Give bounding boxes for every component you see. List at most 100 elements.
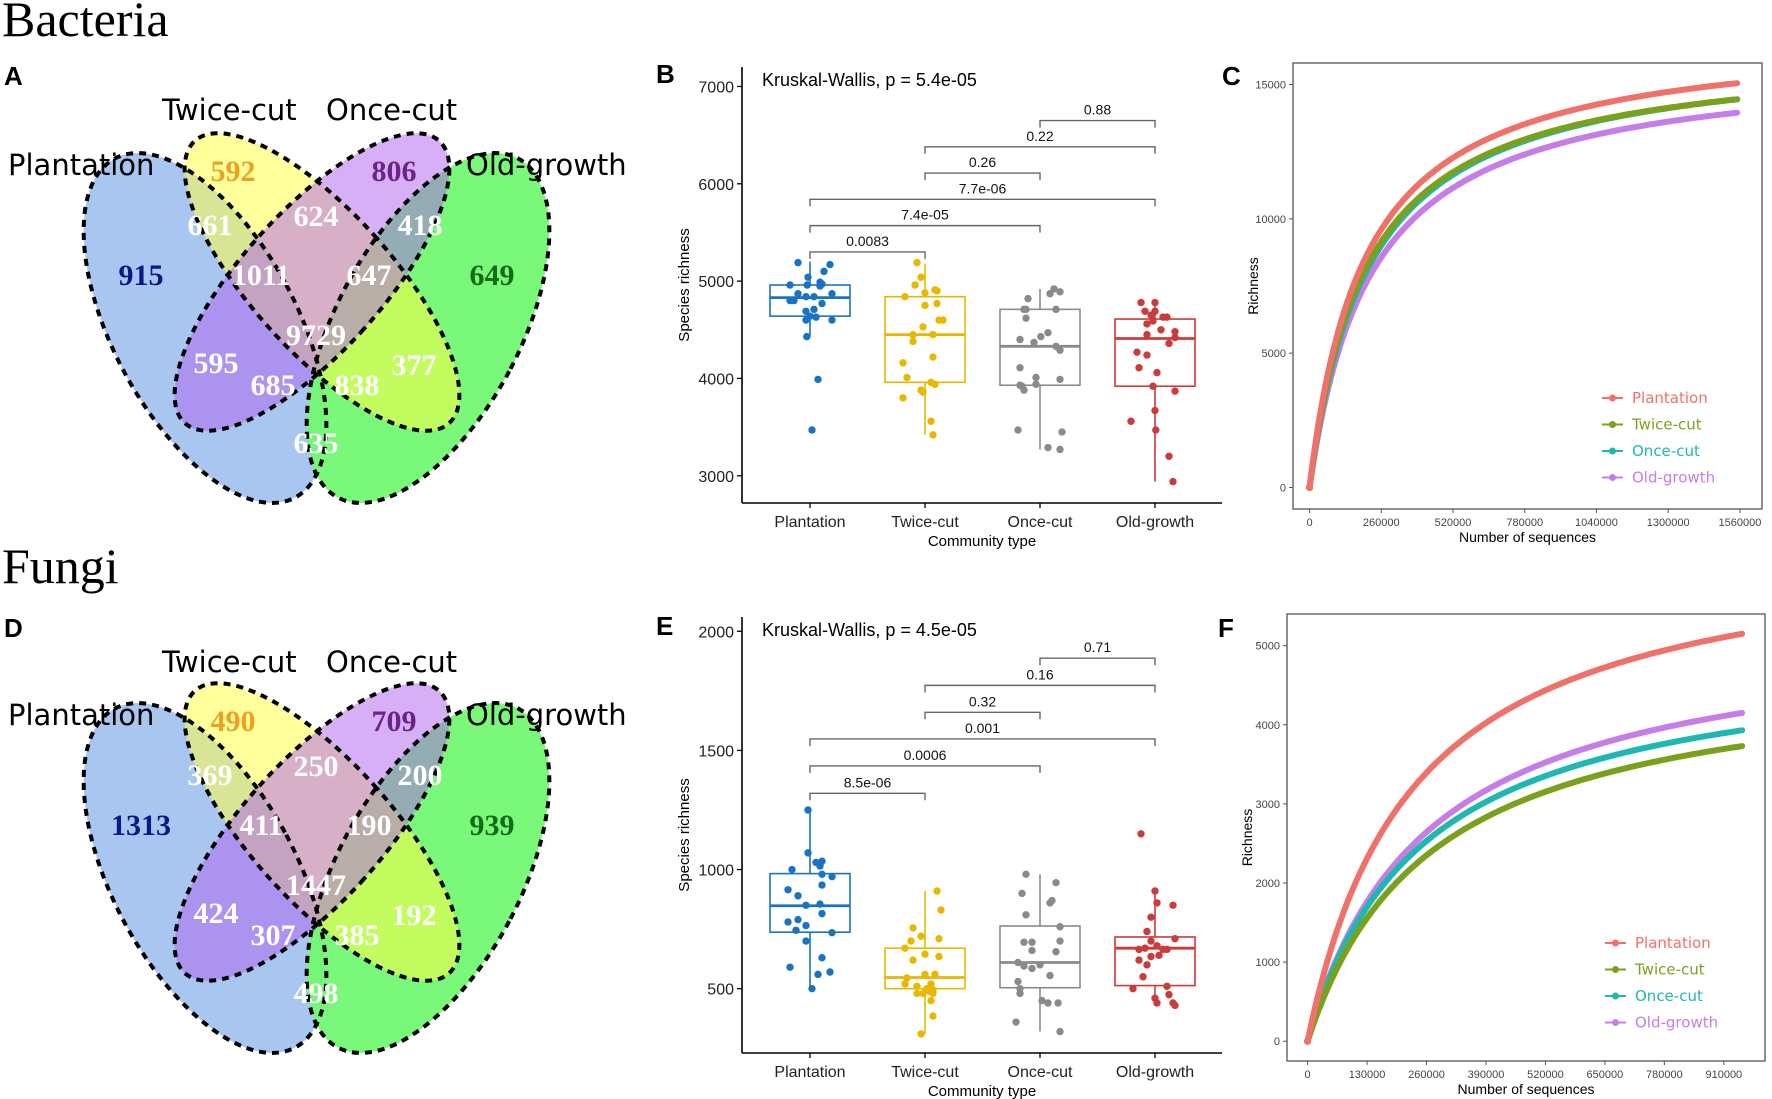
data-point <box>816 282 824 290</box>
data-point <box>917 1030 925 1038</box>
data-point <box>804 849 812 857</box>
data-point <box>1163 945 1171 954</box>
box-twice-cut <box>884 887 966 1038</box>
x-tick-label: Old-growth <box>1116 514 1194 531</box>
data-point <box>1054 999 1062 1007</box>
x-axis-title: Number of sequences <box>1458 1081 1595 1097</box>
y-axis-title: Richness <box>1239 809 1255 867</box>
bracket-line <box>809 765 1041 773</box>
bracket-line <box>809 792 926 801</box>
p-value-label: 7.4e-05 <box>901 207 949 223</box>
data-point <box>1028 938 1036 946</box>
data-point <box>1032 373 1040 382</box>
data-point <box>820 267 828 276</box>
data-point <box>1143 351 1151 359</box>
data-point <box>901 292 909 301</box>
data-point <box>939 316 947 324</box>
data-point <box>1171 934 1179 943</box>
box-iqr <box>884 295 966 384</box>
venn-count-once-only: 709 <box>372 705 417 738</box>
data-point <box>786 281 794 289</box>
data-point <box>1165 339 1173 348</box>
bracket-line <box>809 738 1156 746</box>
data-point <box>1056 937 1064 945</box>
data-point <box>913 982 921 990</box>
data-point <box>1137 298 1145 307</box>
data-point <box>784 886 792 894</box>
data-point <box>802 901 810 909</box>
comparison-bracket: 0.71 <box>1039 639 1156 666</box>
data-point <box>1032 380 1040 388</box>
data-point <box>1014 977 1022 986</box>
data-point <box>899 359 907 367</box>
data-point <box>911 281 919 289</box>
data-point <box>1020 386 1028 394</box>
data-point <box>1149 382 1157 390</box>
data-point <box>814 970 822 979</box>
data-point <box>818 909 826 918</box>
data-point <box>794 915 802 924</box>
data-point <box>818 299 826 308</box>
data-point <box>1151 298 1159 307</box>
y-tick-label: 15000 <box>1255 79 1286 91</box>
data-point <box>1171 328 1179 336</box>
rarefaction-curve-plantation <box>1304 630 1746 1045</box>
legend-label: Twice-cut <box>1631 416 1702 434</box>
y-tick-label: 2000 <box>698 624 734 641</box>
box-once-cut <box>999 285 1081 454</box>
data-point <box>921 970 929 979</box>
venn-count-old-only: 649 <box>470 259 515 292</box>
comparison-bracket: 0.22 <box>924 128 1156 154</box>
data-point <box>818 870 826 879</box>
legend: Plantation Twice-cut Once-cut Old-growth <box>1605 934 1718 1032</box>
curve-start-point <box>1304 1037 1312 1045</box>
y-axis-title: Species richness <box>676 228 693 341</box>
venn-count-plant-twice-once: 411 <box>239 809 282 842</box>
x-tick-label: Once-cut <box>1008 514 1073 531</box>
comparison-bracket: 0.001 <box>809 720 1156 746</box>
data-point <box>1129 984 1137 993</box>
data-point <box>935 934 943 943</box>
legend-marker <box>1609 394 1616 402</box>
data-point <box>1151 406 1159 415</box>
rarefaction-panel-c: 0 5000 10000 15000 0 260000 520000 780000 104000… <box>1245 62 1763 545</box>
legend-marker <box>1612 992 1619 1000</box>
bracket-line <box>809 198 1156 207</box>
data-point <box>1153 899 1161 907</box>
chart-title-kruskal-wallis: Kruskal-Wallis, p = 4.5e-05 <box>762 620 977 640</box>
y-tick-label: 2000 <box>1256 878 1280 890</box>
data-point <box>1169 477 1177 486</box>
comparison-bracket: 7.7e-06 <box>809 180 1156 207</box>
data-point <box>1036 961 1044 969</box>
venn-count-plant-twice: 369 <box>188 759 233 792</box>
data-point <box>929 989 937 998</box>
data-point <box>1153 368 1161 377</box>
data-point <box>816 900 824 908</box>
venn-label-once-cut: Once-cut <box>326 645 457 679</box>
venn-label-plantation: Plantation <box>8 698 154 732</box>
plot-frame <box>1286 613 1766 1062</box>
panel-letter-a: A <box>4 61 23 91</box>
data-point <box>1171 387 1179 395</box>
legend-marker <box>1609 474 1616 481</box>
x-tick-label: Plantation <box>774 1064 845 1081</box>
box-plantation <box>769 806 851 993</box>
data-point <box>1016 989 1024 998</box>
x-tick-label: Old-growth <box>1116 1064 1194 1081</box>
venn-count-plant-old: 635 <box>294 427 339 460</box>
y-tick-label: 3000 <box>1256 799 1280 811</box>
data-point <box>917 932 925 940</box>
x-tick-label: 0 <box>1306 517 1312 529</box>
data-point <box>804 806 812 814</box>
x-tick-label: Twice-cut <box>891 1064 959 1081</box>
panel-letter-f: F <box>1218 613 1234 643</box>
comparison-bracket: 0.32 <box>924 693 1041 720</box>
data-point <box>828 290 836 298</box>
data-point <box>1020 938 1028 946</box>
legend-item-old-growth: Old-growth <box>1605 1014 1718 1032</box>
data-point <box>1143 320 1151 328</box>
comparison-bracket: 0.88 <box>1039 102 1156 128</box>
data-point <box>1163 982 1171 990</box>
data-point <box>927 996 935 1005</box>
data-point <box>803 281 811 289</box>
